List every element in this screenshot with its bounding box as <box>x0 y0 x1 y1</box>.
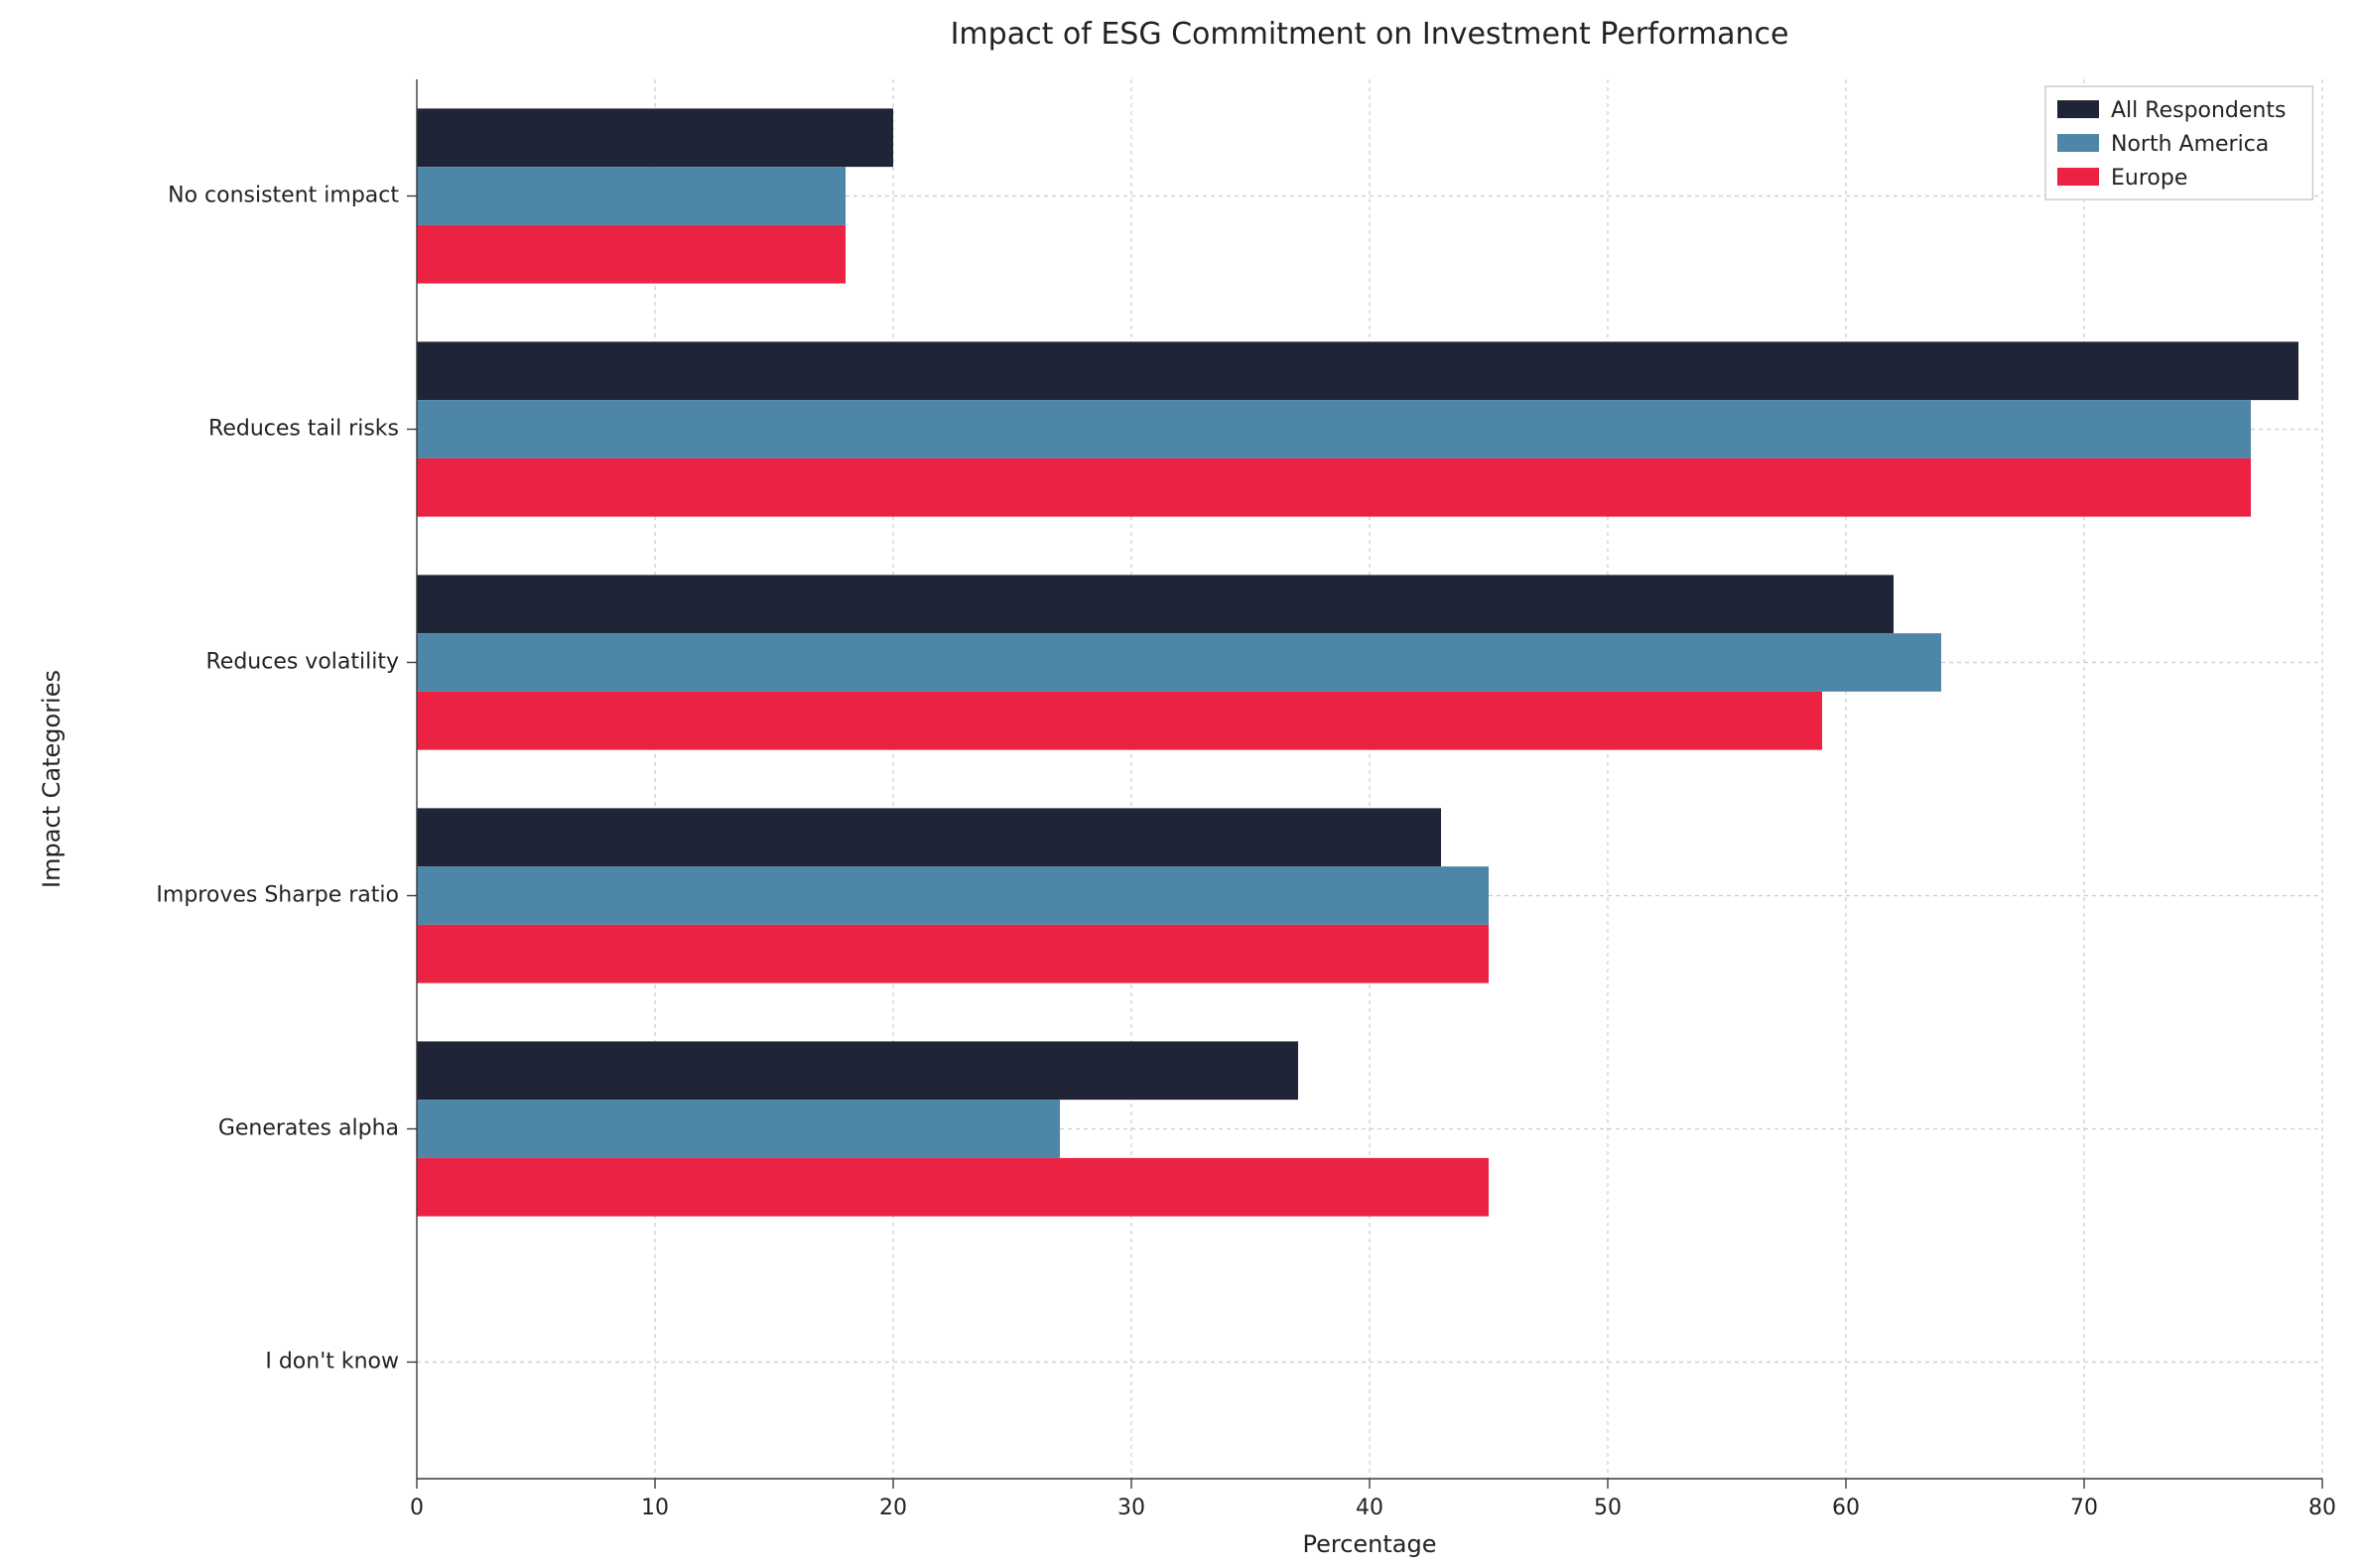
x-tick-label: 30 <box>1117 1496 1145 1520</box>
legend-label: All Respondents <box>2111 98 2286 123</box>
bar <box>417 808 1441 866</box>
x-tick-label: 80 <box>2308 1496 2336 1520</box>
y-tick-label: Reduces tail risks <box>208 417 399 442</box>
y-tick-label: I don't know <box>265 1350 399 1374</box>
legend: All Respondents North America Europe <box>2045 86 2312 199</box>
bar <box>417 925 1489 983</box>
x-tick-label: 0 <box>410 1496 424 1520</box>
legend-label: North America <box>2111 132 2269 157</box>
x-tick-label: 50 <box>1594 1496 1622 1520</box>
bar <box>417 1041 1298 1100</box>
legend-swatch <box>2057 134 2099 152</box>
bar <box>417 575 1894 633</box>
bar <box>417 1100 1060 1158</box>
y-tick-label: Reduces volatility <box>205 650 399 675</box>
bar <box>417 692 1822 750</box>
chart-container: 0 10 20 30 40 50 60 70 80 I don't know Generates a… <box>0 0 2361 1568</box>
x-tick-label: 40 <box>1356 1496 1383 1520</box>
legend-label: Europe <box>2111 166 2187 191</box>
y-tick-label: Generates alpha <box>218 1116 399 1141</box>
y-tick-label: No consistent impact <box>168 184 399 208</box>
bar <box>417 341 2298 400</box>
y-tick-label: Improves Sharpe ratio <box>156 883 399 908</box>
chart-svg: 0 10 20 30 40 50 60 70 80 I don't know Generates a… <box>0 0 2361 1568</box>
x-tick-label: 10 <box>641 1496 669 1520</box>
x-tick-label: 60 <box>1832 1496 1860 1520</box>
y-axis-label: Impact Categories <box>38 670 66 888</box>
bar <box>417 108 893 167</box>
bar <box>417 225 846 284</box>
x-tick-label: 20 <box>879 1496 907 1520</box>
bar <box>417 400 2251 458</box>
bar <box>417 633 1941 692</box>
bar <box>417 167 846 225</box>
legend-swatch <box>2057 168 2099 186</box>
bar <box>417 866 1489 925</box>
x-tick-label: 70 <box>2070 1496 2098 1520</box>
x-axis-label: Percentage <box>1302 1530 1436 1558</box>
chart-title: Impact of ESG Commitment on Investment P… <box>951 17 1789 52</box>
bar <box>417 458 2251 517</box>
bar <box>417 1158 1489 1217</box>
legend-swatch <box>2057 100 2099 118</box>
